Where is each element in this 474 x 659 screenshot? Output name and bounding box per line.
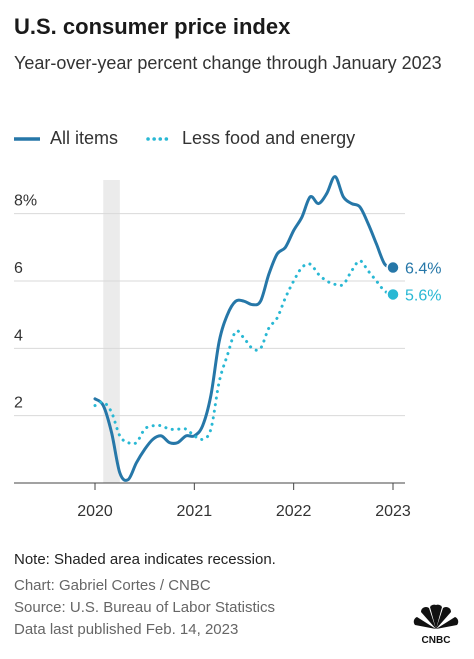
x-tick-label: 2021 — [177, 503, 213, 520]
chart-credit: Chart: Gabriel Cortes / CNBC — [14, 577, 211, 594]
legend-dotted-line-icon — [146, 136, 172, 141]
series-line-core — [93, 259, 395, 446]
end-label-all-items: 6.4% — [405, 261, 441, 278]
x-tick-label: 2020 — [77, 503, 113, 520]
x-tick-label: 2023 — [375, 503, 411, 520]
recession-note: Note: Shaded area indicates recession. — [14, 551, 276, 568]
chart-title: U.S. consumer price index — [14, 14, 291, 39]
end-label-core: 5.6% — [405, 287, 441, 304]
legend-label-all-items: All items — [50, 128, 119, 148]
legend: All items Less food and energy — [14, 128, 383, 149]
data-source: Source: U.S. Bureau of Labor Statistics — [14, 599, 275, 616]
series-line-all-items — [93, 175, 395, 482]
recession-band — [103, 180, 120, 483]
cnbc-peacock-logo: CNBC — [413, 604, 459, 646]
end-marker-core — [386, 287, 400, 302]
legend-item-core: Less food and energy — [146, 128, 355, 149]
legend-solid-line-icon — [14, 136, 40, 141]
svg-text:CNBC: CNBC — [422, 635, 451, 646]
cpi-line-chart: 2 4 6 8% 2020 2021 2022 2023 6.4% 5.6% — [14, 175, 441, 520]
publish-date: Data last published Feb. 14, 2023 — [14, 621, 239, 638]
y-tick-label: 8% — [14, 193, 37, 210]
x-tick-label: 2022 — [276, 503, 312, 520]
y-tick-label: 2 — [14, 395, 23, 412]
y-tick-label: 6 — [14, 260, 23, 277]
legend-label-core: Less food and energy — [182, 128, 356, 148]
footer-notes: Note: Shaded area indicates recession. C… — [14, 549, 276, 641]
y-tick-label: 4 — [14, 327, 23, 344]
chart-subtitle: Year-over-year percent change through Ja… — [14, 53, 442, 73]
end-marker-all-items — [386, 260, 400, 275]
legend-item-all-items: All items — [14, 128, 118, 149]
